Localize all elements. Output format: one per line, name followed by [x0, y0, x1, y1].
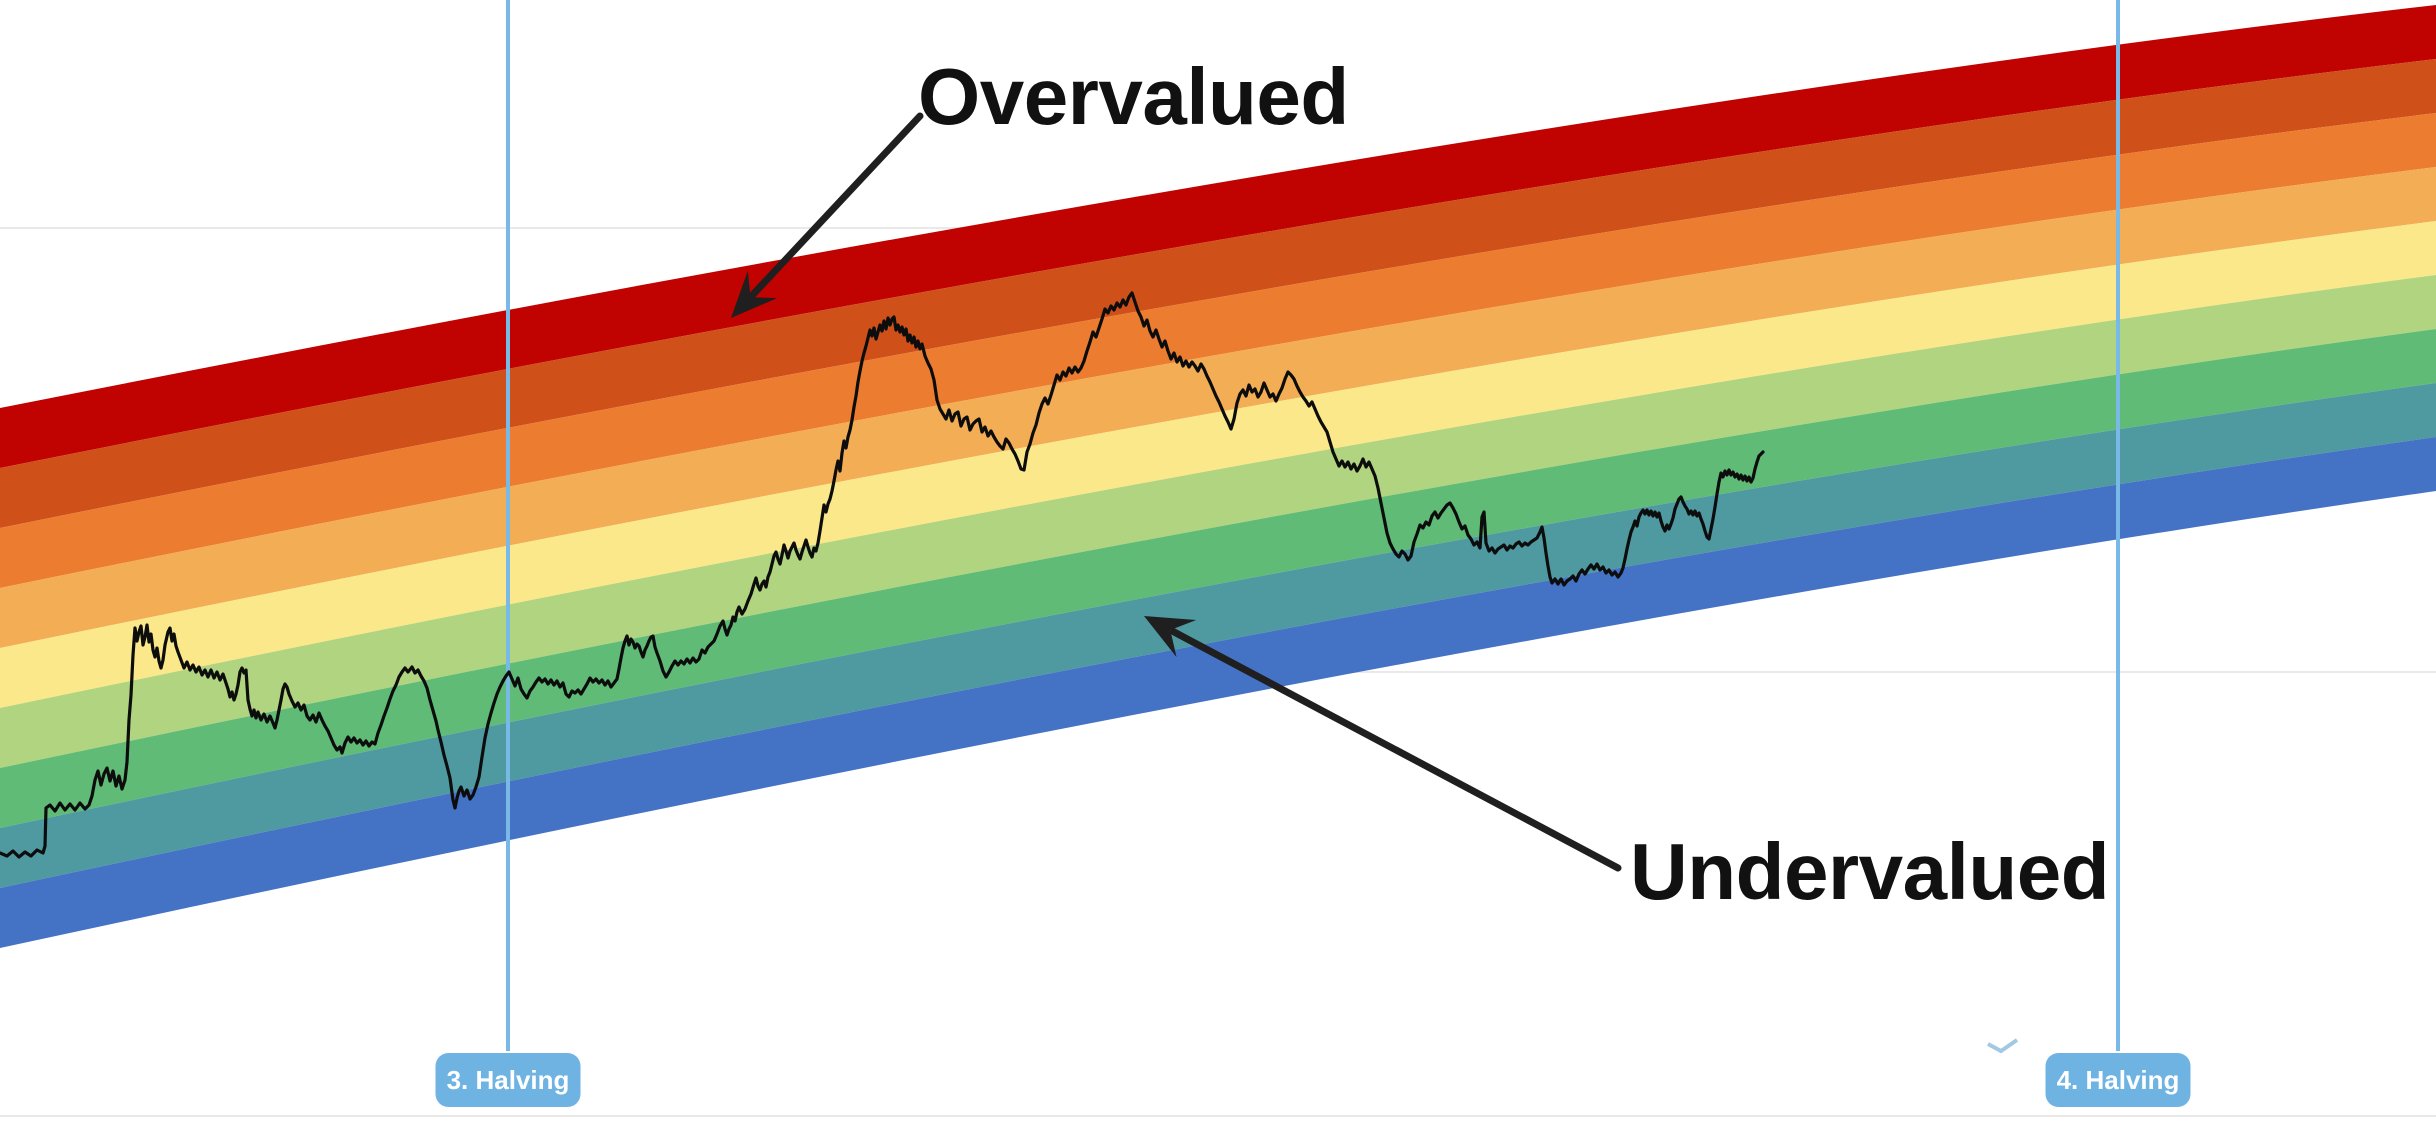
band-red-orange — [0, 59, 2436, 528]
band-yellow — [0, 221, 2436, 708]
overvalued-label: Overvalued — [918, 52, 1349, 141]
undervalued-label: Undervalued — [1630, 827, 2110, 916]
tooltip-artifact-mark — [1987, 1038, 2019, 1054]
band-orange — [0, 113, 2436, 588]
band-green — [0, 329, 2436, 828]
band-light-orange — [0, 167, 2436, 648]
band-dark-red — [0, 5, 2436, 468]
undervalued-arrow-line — [1170, 628, 1622, 872]
band-teal — [0, 383, 2436, 888]
band-blue — [0, 437, 2436, 948]
btc-price-line — [0, 291, 1765, 859]
band-light-green — [0, 275, 2436, 768]
overvalued-arrow-line — [749, 112, 924, 298]
halving-4-badge[interactable]: 4. Halving — [2045, 1053, 2191, 1107]
halving-3-badge[interactable]: 3. Halving — [435, 1053, 581, 1107]
undervalued-arrowhead-icon — [1144, 616, 1197, 658]
overvalued-arrowhead-icon — [731, 270, 778, 318]
